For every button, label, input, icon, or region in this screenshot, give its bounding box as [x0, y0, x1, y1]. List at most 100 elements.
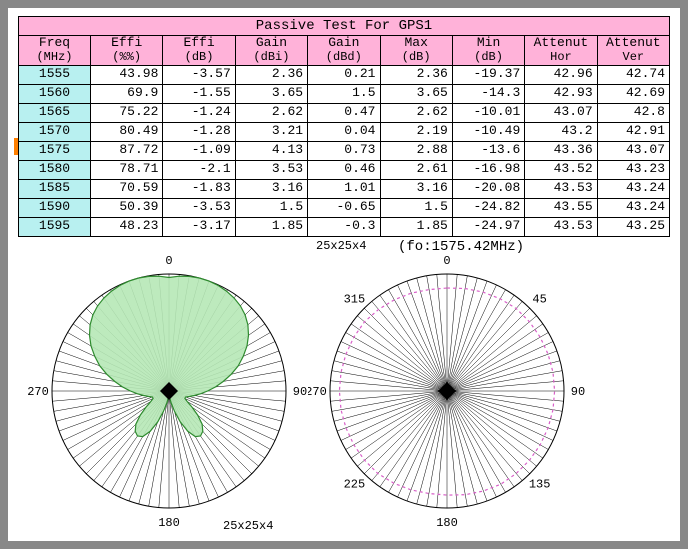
freq-cell: 1565	[19, 103, 91, 122]
value-cell: 87.72	[91, 141, 163, 160]
value-cell: 69.9	[91, 84, 163, 103]
value-cell: 1.01	[308, 179, 380, 198]
value-cell: 43.24	[597, 198, 669, 217]
table-row: 157587.72-1.094.130.732.88-13.643.3643.0…	[19, 141, 670, 160]
value-cell: 2.36	[235, 65, 307, 84]
value-cell: 0.21	[308, 65, 380, 84]
value-cell: 43.24	[597, 179, 669, 198]
value-cell: 2.88	[380, 141, 452, 160]
value-cell: 1.5	[380, 198, 452, 217]
polar-chart-left: 09018027025x25x4	[18, 243, 328, 543]
freq-cell: 1590	[19, 198, 91, 217]
col-header: Gain(dBd)	[308, 36, 380, 66]
size-label-bottom: 25x25x4	[223, 519, 273, 533]
col-header: Max(dB)	[380, 36, 452, 66]
value-cell: 1.85	[235, 217, 307, 236]
value-cell: 43.23	[597, 160, 669, 179]
col-header: AttenutVer	[597, 36, 669, 66]
freq-cell: 1555	[19, 65, 91, 84]
polar-tick-label: 0	[165, 254, 172, 268]
value-cell: -0.3	[308, 217, 380, 236]
value-cell: 2.36	[380, 65, 452, 84]
value-cell: -10.49	[452, 122, 524, 141]
value-cell: 50.39	[91, 198, 163, 217]
polar-tick-label: 270	[308, 385, 327, 399]
value-cell: -19.37	[452, 65, 524, 84]
value-cell: 70.59	[91, 179, 163, 198]
freq-cell: 1575	[19, 141, 91, 160]
polar-tick-label: 0	[443, 254, 450, 268]
value-cell: 43.52	[525, 160, 597, 179]
value-cell: -3.53	[163, 198, 235, 217]
value-cell: 1.5	[308, 84, 380, 103]
col-header: Min(dB)	[452, 36, 524, 66]
orange-marker	[14, 138, 18, 155]
value-cell: 43.98	[91, 65, 163, 84]
polar-tick-label: 45	[532, 292, 546, 306]
value-cell: -1.83	[163, 179, 235, 198]
value-cell: -10.01	[452, 103, 524, 122]
value-cell: -2.1	[163, 160, 235, 179]
polar-tick-label: 270	[27, 385, 49, 399]
polar-chart-right: 04590135180225270315	[308, 243, 608, 543]
value-cell: -13.6	[452, 141, 524, 160]
value-cell: -1.09	[163, 141, 235, 160]
data-table: Freq(MHz)Effi(%%)Effi(dB)Gain(dBi)Gain(d…	[18, 35, 670, 237]
value-cell: 43.2	[525, 122, 597, 141]
table-row: 156575.22-1.242.620.472.62-10.0143.0742.…	[19, 103, 670, 122]
value-cell: 42.96	[525, 65, 597, 84]
value-cell: 3.21	[235, 122, 307, 141]
value-cell: -1.55	[163, 84, 235, 103]
value-cell: 42.93	[525, 84, 597, 103]
table-row: 159548.23-3.171.85-0.31.85-24.9743.5343.…	[19, 217, 670, 236]
charts-area: 25x25x4 (fo:1575.42MHz) 09018027025x25x4…	[18, 243, 670, 543]
value-cell: 3.53	[235, 160, 307, 179]
value-cell: 0.73	[308, 141, 380, 160]
value-cell: 2.62	[380, 103, 452, 122]
table-row: 156069.9-1.553.651.53.65-14.342.9342.69	[19, 84, 670, 103]
col-header: Freq(MHz)	[19, 36, 91, 66]
value-cell: 43.53	[525, 217, 597, 236]
polar-tick-label: 90	[293, 385, 307, 399]
value-cell: -20.08	[452, 179, 524, 198]
polar-tick-label: 315	[344, 292, 366, 306]
value-cell: 48.23	[91, 217, 163, 236]
col-header: Effi(dB)	[163, 36, 235, 66]
document-frame: Passive Test For GPS1 Freq(MHz)Effi(%%)E…	[0, 0, 688, 549]
table-row: 159050.39-3.531.5-0.651.5-24.8243.5543.2…	[19, 198, 670, 217]
value-cell: 2.62	[235, 103, 307, 122]
freq-cell: 1585	[19, 179, 91, 198]
col-header: AttenutHor	[525, 36, 597, 66]
value-cell: 3.16	[235, 179, 307, 198]
value-cell: 43.25	[597, 217, 669, 236]
value-cell: 2.61	[380, 160, 452, 179]
value-cell: -24.97	[452, 217, 524, 236]
value-cell: 3.16	[380, 179, 452, 198]
value-cell: -3.57	[163, 65, 235, 84]
value-cell: 42.74	[597, 65, 669, 84]
value-cell: -24.82	[452, 198, 524, 217]
value-cell: 43.53	[525, 179, 597, 198]
polar-tick-label: 225	[344, 477, 366, 491]
polar-tick-label: 180	[436, 516, 458, 530]
freq-cell: 1580	[19, 160, 91, 179]
value-cell: 80.49	[91, 122, 163, 141]
table-row: 158570.59-1.833.161.013.16-20.0843.5343.…	[19, 179, 670, 198]
value-cell: 3.65	[380, 84, 452, 103]
col-header: Effi(%%)	[91, 36, 163, 66]
value-cell: 43.07	[597, 141, 669, 160]
value-cell: -1.28	[163, 122, 235, 141]
table-title: Passive Test For GPS1	[18, 16, 670, 35]
freq-cell: 1560	[19, 84, 91, 103]
value-cell: 0.46	[308, 160, 380, 179]
table-row: 155543.98-3.572.360.212.36-19.3742.9642.…	[19, 65, 670, 84]
value-cell: -1.24	[163, 103, 235, 122]
polar-tick-label: 135	[529, 477, 551, 491]
value-cell: 78.71	[91, 160, 163, 179]
value-cell: 42.91	[597, 122, 669, 141]
value-cell: -0.65	[308, 198, 380, 217]
value-cell: 3.65	[235, 84, 307, 103]
value-cell: -16.98	[452, 160, 524, 179]
value-cell: 1.5	[235, 198, 307, 217]
value-cell: 4.13	[235, 141, 307, 160]
